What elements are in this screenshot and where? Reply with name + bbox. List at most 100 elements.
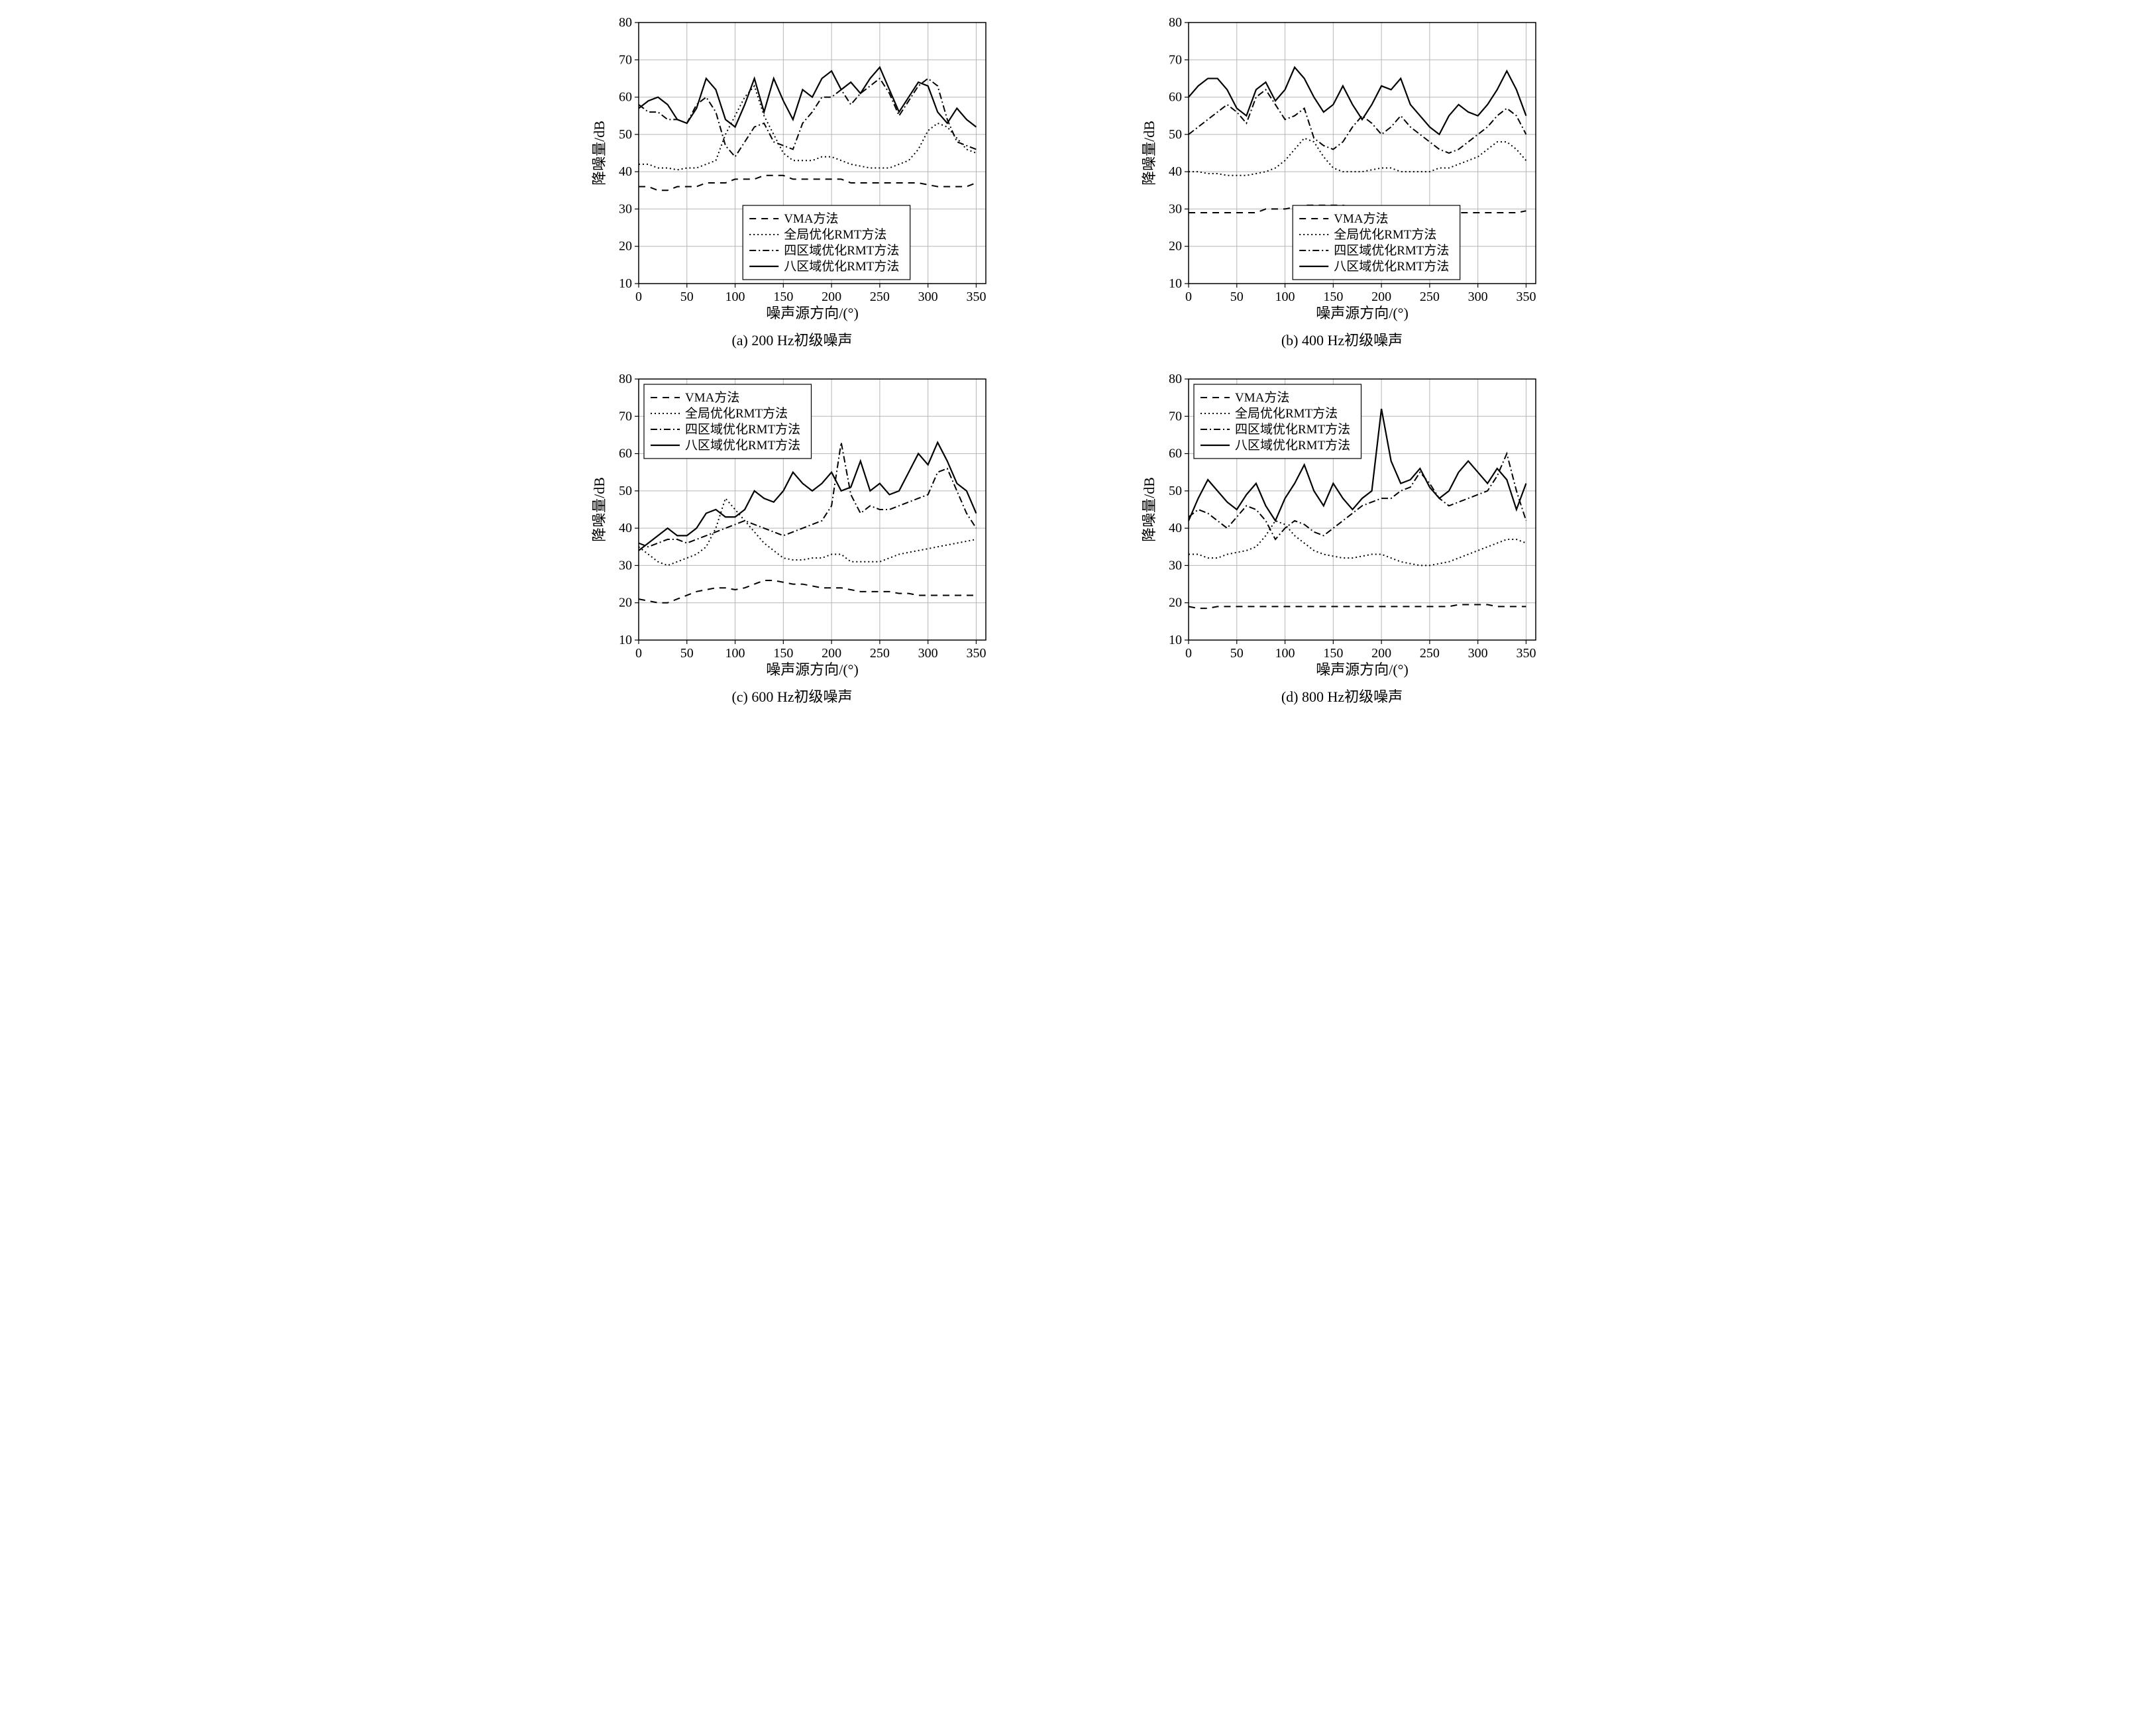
legend-label-vma: VMA方法	[1334, 211, 1388, 226]
ytick-label: 40	[1169, 521, 1182, 535]
legend: VMA方法全局优化RMT方法四区域优化RMT方法八区域优化RMT方法	[1194, 384, 1361, 459]
xtick-label: 150	[773, 290, 793, 304]
xtick-label: 100	[725, 646, 745, 661]
legend-label-global: 全局优化RMT方法	[1235, 406, 1338, 421]
xtick-label: 0	[635, 290, 642, 304]
panel-caption-a: (a) 200 Hz初级噪声	[731, 329, 852, 350]
y-axis-label: 降噪量/dB	[591, 121, 608, 186]
legend-label-eight: 八区域优化RMT方法	[784, 259, 899, 274]
xtick-label: 0	[635, 646, 642, 661]
ytick-label: 60	[1169, 447, 1182, 461]
x-axis-label: 噪声源方向/(°)	[1316, 305, 1409, 321]
xtick-label: 350	[1516, 646, 1536, 661]
ytick-label: 30	[1169, 201, 1182, 216]
xtick-label: 250	[869, 646, 889, 661]
xtick-label: 200	[1371, 646, 1391, 661]
xtick-label: 250	[869, 290, 889, 304]
ytick-label: 80	[1169, 372, 1182, 386]
chart-c: 0 50 100 150 200 250 300 350 10 20 30 40 50 60 70 80 噪声源…	[587, 370, 998, 681]
legend-label-vma: VMA方法	[1235, 390, 1289, 405]
legend-label-global: 全局优化RMT方法	[784, 227, 886, 242]
xtick-label: 100	[1275, 290, 1295, 304]
ytick-label: 60	[619, 447, 632, 461]
legend-label-eight: 八区域优化RMT方法	[1334, 259, 1449, 274]
xtick-label: 350	[966, 646, 986, 661]
ytick-label: 30	[619, 201, 632, 216]
chart-d: 0 50 100 150 200 250 300 350 10 20 30 40 50 60 70 80 噪声源…	[1137, 370, 1548, 681]
xtick-label: 150	[1323, 646, 1343, 661]
ytick-label: 50	[1169, 127, 1182, 142]
legend-label-vma: VMA方法	[784, 211, 838, 226]
xtick-label: 0	[1185, 290, 1192, 304]
xtick-label: 150	[1323, 290, 1343, 304]
y-axis-label: 降噪量/dB	[1141, 121, 1157, 186]
legend-label-four: 四区域优化RMT方法	[685, 422, 800, 437]
xtick-label: 200	[822, 646, 841, 661]
panel-caption-b: (b) 400 Hz初级噪声	[1281, 329, 1403, 350]
panel-c: 0 50 100 150 200 250 300 350 10 20 30 40 50 60 70 80 噪声源…	[537, 370, 1047, 706]
chart-b: 0501001502002503003501020304050607080噪声源…	[1137, 13, 1548, 325]
y-axis-label: 降噪量/dB	[591, 477, 608, 542]
xtick-label: 0	[1185, 646, 1192, 661]
xtick-label: 200	[1371, 290, 1391, 304]
panel-caption-c: (c) 600 Hz初级噪声	[731, 685, 852, 706]
panel-a: 0501001502002503003501020304050607080噪声源…	[537, 13, 1047, 350]
x-axis-label: 噪声源方向/(°)	[1316, 661, 1409, 678]
legend-label-global: 全局优化RMT方法	[685, 406, 788, 421]
ytick-label: 50	[1169, 484, 1182, 498]
xtick-label: 50	[1230, 290, 1243, 304]
panel-caption-d: (d) 800 Hz初级噪声	[1281, 685, 1403, 706]
panel-b: 0501001502002503003501020304050607080噪声源…	[1087, 13, 1597, 350]
legend-label-four: 四区域优化RMT方法	[1334, 243, 1449, 258]
xtick-label: 200	[822, 290, 841, 304]
xtick-label: 300	[1467, 290, 1487, 304]
ytick-label: 10	[1169, 633, 1182, 647]
ytick-label: 80	[619, 15, 632, 30]
xtick-label: 300	[1467, 646, 1487, 661]
ytick-label: 60	[619, 90, 632, 105]
xtick-label: 50	[1230, 646, 1243, 661]
xtick-label: 300	[918, 646, 937, 661]
ytick-label: 70	[619, 52, 632, 67]
ytick-label: 30	[1169, 558, 1182, 572]
legend-label-eight: 八区域优化RMT方法	[1235, 438, 1350, 453]
y-axis-label: 降噪量/dB	[1141, 477, 1157, 542]
xtick-label: 50	[680, 290, 693, 304]
x-axis-label: 噪声源方向/(°)	[766, 661, 859, 678]
ytick-label: 20	[1169, 596, 1182, 610]
ytick-label: 40	[619, 521, 632, 535]
ytick-label: 40	[1169, 164, 1182, 179]
ytick-label: 20	[1169, 239, 1182, 254]
ytick-label: 80	[619, 372, 632, 386]
xtick-label: 150	[773, 646, 793, 661]
legend-label-four: 四区域优化RMT方法	[784, 243, 899, 258]
legend-label-eight: 八区域优化RMT方法	[685, 438, 800, 453]
legend-label-four: 四区域优化RMT方法	[1235, 422, 1350, 437]
ytick-label: 60	[1169, 90, 1182, 105]
ytick-label: 10	[619, 276, 632, 291]
ytick-label: 40	[619, 164, 632, 179]
ytick-label: 70	[619, 409, 632, 423]
xtick-label: 250	[1419, 290, 1439, 304]
ytick-label: 20	[619, 239, 632, 254]
ytick-label: 30	[619, 558, 632, 572]
ytick-label: 70	[1169, 409, 1182, 423]
xtick-label: 250	[1419, 646, 1439, 661]
xtick-label: 300	[918, 290, 937, 304]
ytick-label: 10	[1169, 276, 1182, 291]
xtick-label: 100	[1275, 646, 1295, 661]
ytick-label: 80	[1169, 15, 1182, 30]
ytick-label: 20	[619, 596, 632, 610]
xtick-label: 50	[680, 646, 693, 661]
legend: VMA方法全局优化RMT方法四区域优化RMT方法八区域优化RMT方法	[1293, 205, 1460, 280]
legend-label-vma: VMA方法	[685, 390, 739, 405]
chart-grid: 0501001502002503003501020304050607080噪声源…	[537, 13, 1597, 706]
panel-d: 0 50 100 150 200 250 300 350 10 20 30 40 50 60 70 80 噪声源…	[1087, 370, 1597, 706]
xtick-label: 100	[725, 290, 745, 304]
ytick-label: 10	[619, 633, 632, 647]
legend-label-global: 全局优化RMT方法	[1334, 227, 1436, 242]
ytick-label: 50	[619, 127, 632, 142]
ytick-label: 50	[619, 484, 632, 498]
xtick-label: 350	[1516, 290, 1536, 304]
legend: VMA方法全局优化RMT方法四区域优化RMT方法八区域优化RMT方法	[644, 384, 812, 459]
